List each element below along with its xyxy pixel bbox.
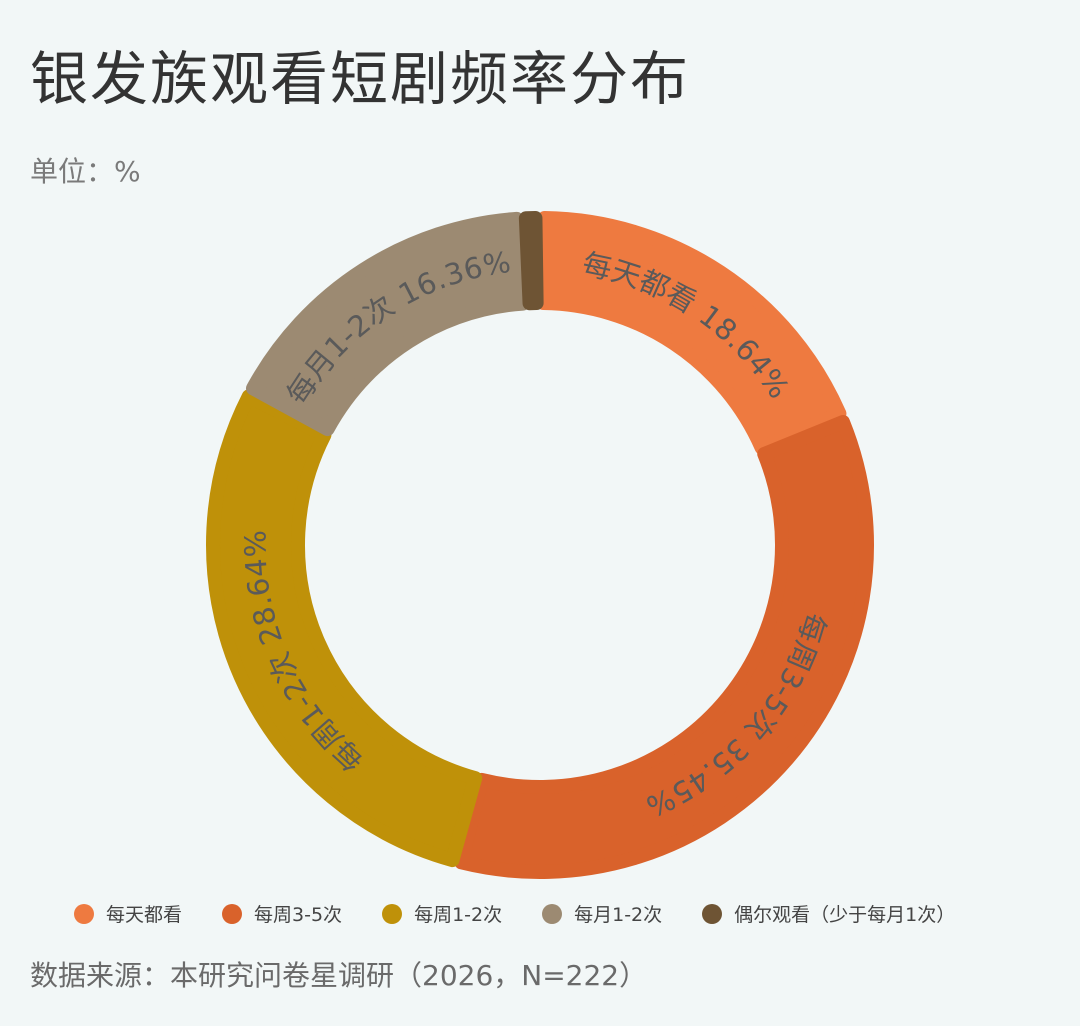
donut-slice-occasional bbox=[518, 211, 544, 311]
unit-label: 单位：% bbox=[30, 155, 141, 188]
donut-chart: 每天都看 18.64%每周3-5次 35.45%每周1-2次 28.64%每月1… bbox=[206, 211, 874, 879]
legend-swatch-daily bbox=[74, 903, 94, 924]
donut-slice-weekly-1-2 bbox=[206, 389, 483, 868]
legend-item-daily: 每天都看 bbox=[74, 900, 182, 927]
legend-item-monthly-1-2: 每月1-2次 bbox=[542, 900, 662, 927]
legend-label-daily: 每天都看 bbox=[106, 904, 183, 926]
legend-item-occasional: 偶尔观看（少于每月1次） bbox=[702, 900, 955, 927]
legend: 每天都看 每周3-5次 每周1-2次 每月1-2次 偶尔观看（少于每月1次） bbox=[74, 900, 955, 927]
legend-label-weekly-3-5: 每周3-5次 bbox=[254, 904, 343, 926]
legend-label-occasional: 偶尔观看（少于每月1次） bbox=[734, 904, 956, 926]
legend-label-weekly-1-2: 每周1-2次 bbox=[414, 904, 503, 926]
legend-swatch-weekly-1-2 bbox=[382, 903, 403, 924]
data-source: 数据来源：本研究问卷星调研（2026，N=222） bbox=[30, 959, 648, 992]
donut-slice-daily bbox=[536, 211, 847, 455]
legend-swatch-monthly-1-2 bbox=[542, 903, 563, 924]
chart-title: 银发族观看短剧频率分布 bbox=[30, 45, 691, 113]
donut-slice-monthly-1-2 bbox=[245, 211, 530, 437]
legend-item-weekly-1-2: 每周1-2次 bbox=[382, 900, 502, 927]
legend-item-weekly-3-5: 每周3-5次 bbox=[222, 900, 342, 927]
legend-label-monthly-1-2: 每月1-2次 bbox=[574, 904, 663, 926]
legend-swatch-occasional bbox=[702, 903, 723, 924]
legend-swatch-weekly-3-5 bbox=[222, 903, 243, 924]
donut-slice-weekly-3-5 bbox=[454, 414, 874, 879]
